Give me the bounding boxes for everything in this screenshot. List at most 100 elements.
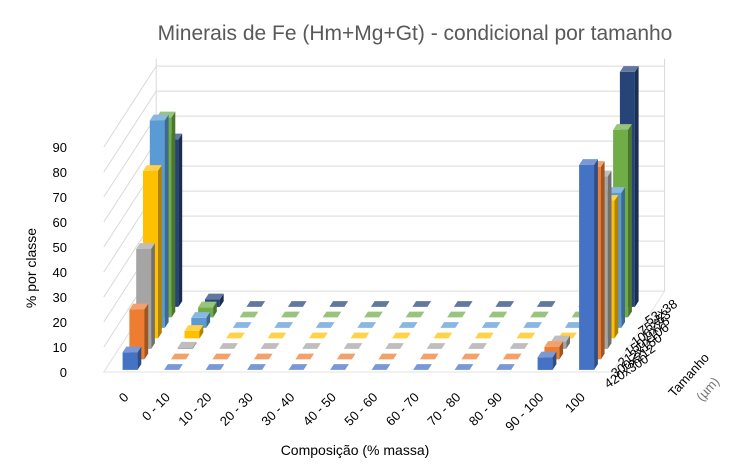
bar [447, 311, 466, 318]
bar-top-face [613, 124, 632, 130]
bar-series [122, 66, 639, 370]
bar-top-face [488, 311, 508, 318]
bar [413, 364, 432, 370]
bar [330, 364, 349, 370]
bar-top-face [398, 322, 418, 328]
y-tick-label: 40 [53, 265, 67, 280]
bar [295, 353, 315, 360]
bar [177, 341, 197, 349]
bar-top-face [357, 322, 377, 328]
bar-front-face [177, 347, 193, 349]
y-tick-label: 20 [53, 315, 67, 330]
x-tick-label: 70 - 80 [424, 390, 463, 429]
gridline [103, 90, 665, 173]
bar [523, 322, 542, 328]
bar [461, 353, 481, 360]
bar-top-face [495, 301, 515, 307]
bar [357, 322, 377, 328]
bar-top-face [149, 114, 169, 121]
bar-side-face [171, 111, 176, 318]
z-axis-unit: (µm) [693, 374, 722, 404]
bar-top-face [336, 353, 356, 360]
bar [468, 343, 487, 349]
bar-top-face [204, 293, 224, 300]
x-tick-label: 100 [562, 390, 588, 416]
x-tick-label: 20 - 30 [217, 390, 256, 429]
y-tick-label: 30 [53, 290, 67, 305]
bar-front-face [537, 357, 553, 370]
bar-side-face [634, 66, 639, 307]
bar [419, 353, 439, 360]
bar [370, 301, 390, 307]
bar-top-face [426, 343, 446, 349]
bar [412, 301, 432, 307]
x-tick-label: 80 - 90 [466, 390, 505, 429]
bar-top-face [322, 311, 342, 318]
bar-top-face [440, 322, 460, 328]
bar [350, 332, 370, 339]
bar [385, 343, 404, 349]
bar-top-face [475, 332, 494, 339]
bar-front-face [184, 330, 200, 339]
bar-top-face [198, 301, 217, 308]
bar-top-face [496, 364, 515, 370]
bar-top-face [315, 322, 335, 328]
bar-side-face [219, 293, 224, 307]
bar [253, 353, 273, 360]
bar-top-face [619, 66, 639, 72]
bar [232, 322, 252, 328]
bar [226, 332, 245, 339]
bar-top-face [281, 311, 300, 318]
bar-top-face [247, 364, 266, 370]
bar-top-face [371, 364, 391, 370]
bar [530, 311, 549, 318]
bar-side-face [151, 243, 155, 349]
bar-top-face [385, 343, 404, 349]
bar-top-face [219, 343, 238, 349]
bar-top-face [191, 312, 211, 318]
bar [309, 332, 328, 339]
bar [267, 332, 287, 339]
bar [288, 364, 308, 370]
bar-front-face [122, 352, 138, 370]
bar-top-face [122, 346, 142, 353]
y-tick-label: 80 [53, 165, 67, 180]
bar [378, 353, 398, 360]
bar-top-face [164, 364, 183, 370]
bar-top-face [536, 301, 556, 307]
bar [343, 343, 363, 349]
bar-top-face [392, 332, 411, 339]
bar-top-face [343, 343, 363, 349]
bar-top-face [544, 341, 564, 347]
bar-side-face [158, 165, 162, 339]
bar-top-face [509, 343, 529, 349]
bar-side-face [607, 170, 612, 349]
bar [170, 353, 190, 360]
bar [564, 322, 584, 328]
x-tick-label: 50 - 60 [341, 390, 380, 429]
bar [398, 322, 418, 328]
bar-side-face [178, 133, 183, 307]
gridline [103, 65, 665, 148]
bar-top-face [461, 353, 481, 360]
x-tick-label: 40 - 50 [300, 390, 339, 429]
bar-side-face [621, 187, 625, 328]
bar [287, 301, 307, 307]
bar-top-face [413, 364, 432, 370]
bar [454, 364, 474, 370]
y-tick-label: 50 [53, 240, 67, 255]
bar-top-face [309, 332, 328, 339]
bar-top-face [170, 353, 190, 360]
bar-top-face [253, 353, 273, 360]
bar-top-face [232, 322, 252, 328]
bar-top-face [288, 364, 308, 370]
bar [329, 301, 349, 307]
y-tick-label: 70 [53, 190, 67, 205]
bar [433, 332, 453, 339]
bar [212, 353, 232, 360]
bar-top-face [378, 353, 398, 360]
bar [440, 322, 460, 328]
bar [579, 159, 598, 370]
bar [315, 322, 335, 328]
